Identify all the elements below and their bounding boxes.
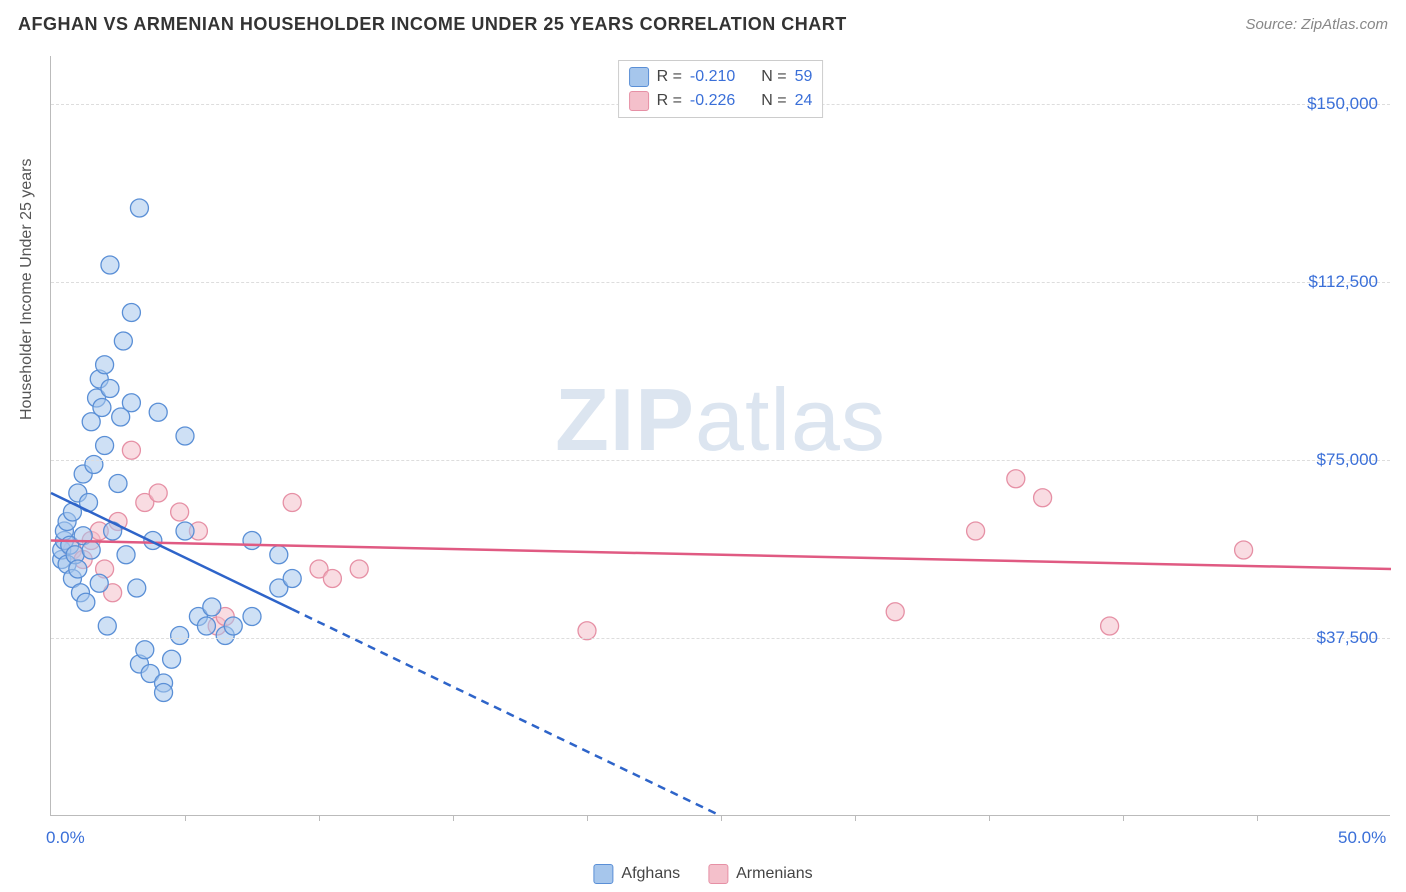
correlation-legend: R = -0.210 N = 59 R = -0.226 N = 24 — [618, 60, 824, 118]
x-tick-label: 0.0% — [46, 828, 85, 848]
data-point — [93, 399, 111, 417]
n-value: 59 — [795, 68, 813, 86]
source-attribution: Source: ZipAtlas.com — [1245, 16, 1388, 33]
data-point — [69, 560, 87, 578]
data-point — [130, 199, 148, 217]
data-point — [114, 332, 132, 350]
y-tick-label: $37,500 — [1317, 628, 1378, 648]
data-point — [82, 541, 100, 559]
data-point — [1034, 489, 1052, 507]
data-point — [77, 593, 95, 611]
legend-row-afghans: R = -0.210 N = 59 — [629, 65, 813, 89]
y-tick-label: $150,000 — [1307, 94, 1378, 114]
data-point — [886, 603, 904, 621]
swatch-afghans — [593, 864, 613, 884]
data-point — [283, 570, 301, 588]
data-point — [243, 532, 261, 550]
data-point — [128, 579, 146, 597]
data-point — [224, 617, 242, 635]
n-label: N = — [761, 92, 786, 110]
x-tick-mark — [1257, 815, 1258, 821]
data-point — [96, 356, 114, 374]
series-legend: Afghans Armenians — [593, 864, 812, 884]
x-tick-mark — [319, 815, 320, 821]
data-point — [243, 608, 261, 626]
data-point — [176, 522, 194, 540]
data-point — [149, 403, 167, 421]
data-point — [270, 546, 288, 564]
data-point — [171, 627, 189, 645]
swatch-armenians — [708, 864, 728, 884]
scatter-svg — [51, 56, 1390, 815]
x-tick-mark — [989, 815, 990, 821]
data-point — [1235, 541, 1253, 559]
r-value: -0.210 — [690, 68, 735, 86]
data-point — [350, 560, 368, 578]
x-tick-mark — [453, 815, 454, 821]
data-point — [1101, 617, 1119, 635]
data-point — [122, 441, 140, 459]
data-point — [967, 522, 985, 540]
data-point — [155, 684, 173, 702]
plot-area: ZIPatlas R = -0.210 N = 59 R = -0.226 N … — [50, 56, 1390, 816]
x-tick-mark — [855, 815, 856, 821]
y-tick-label: $112,500 — [1308, 272, 1378, 292]
chart-title: AFGHAN VS ARMENIAN HOUSEHOLDER INCOME UN… — [18, 14, 847, 35]
data-point — [122, 304, 140, 322]
x-tick-label: 50.0% — [1338, 828, 1386, 848]
gridline — [51, 638, 1390, 639]
data-point — [176, 427, 194, 445]
x-tick-mark — [721, 815, 722, 821]
data-point — [323, 570, 341, 588]
trend-line — [51, 541, 1391, 570]
data-point — [283, 494, 301, 512]
swatch-armenians — [629, 91, 649, 111]
n-value: 24 — [795, 92, 813, 110]
data-point — [101, 256, 119, 274]
gridline — [51, 282, 1390, 283]
y-axis-label: Householder Income Under 25 years — [18, 159, 36, 420]
data-point — [197, 617, 215, 635]
legend-item-armenians: Armenians — [708, 864, 812, 884]
data-point — [98, 617, 116, 635]
swatch-afghans — [629, 67, 649, 87]
n-label: N = — [761, 68, 786, 86]
data-point — [101, 380, 119, 398]
data-point — [1007, 470, 1025, 488]
data-point — [136, 641, 154, 659]
x-tick-mark — [1123, 815, 1124, 821]
r-label: R = — [657, 92, 682, 110]
x-tick-mark — [587, 815, 588, 821]
data-point — [90, 574, 108, 592]
data-point — [122, 394, 140, 412]
data-point — [85, 456, 103, 474]
legend-label: Armenians — [736, 865, 812, 883]
r-label: R = — [657, 68, 682, 86]
data-point — [109, 475, 127, 493]
data-point — [96, 437, 114, 455]
data-point — [149, 484, 167, 502]
data-point — [117, 546, 135, 564]
data-point — [171, 503, 189, 521]
trend-line — [292, 609, 721, 816]
gridline — [51, 460, 1390, 461]
data-point — [163, 650, 181, 668]
header: AFGHAN VS ARMENIAN HOUSEHOLDER INCOME UN… — [0, 0, 1406, 43]
legend-item-afghans: Afghans — [593, 864, 680, 884]
data-point — [203, 598, 221, 616]
y-tick-label: $75,000 — [1317, 450, 1378, 470]
data-point — [144, 532, 162, 550]
legend-row-armenians: R = -0.226 N = 24 — [629, 89, 813, 113]
legend-label: Afghans — [621, 865, 680, 883]
r-value: -0.226 — [690, 92, 735, 110]
x-tick-mark — [185, 815, 186, 821]
